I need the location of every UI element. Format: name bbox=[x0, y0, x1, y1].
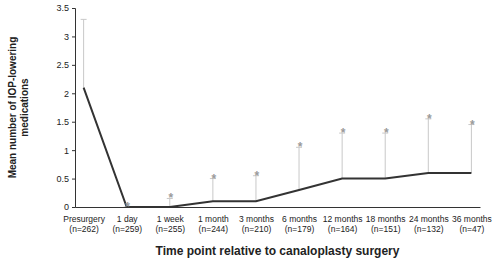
error-bar-stem bbox=[471, 125, 472, 173]
x-axis-line bbox=[76, 207, 481, 208]
y-tick-mark bbox=[72, 65, 75, 66]
x-tick: 3 months(n=210) bbox=[239, 207, 274, 234]
x-tick: 1 week(n=255) bbox=[156, 207, 186, 234]
x-tick-label: 3 months(n=210) bbox=[239, 214, 274, 234]
y-tick-label: 1.5 bbox=[56, 117, 69, 127]
x-tick: 6 months(n=179) bbox=[282, 207, 317, 234]
y-tick-mark bbox=[72, 207, 75, 208]
x-tick-label: 1 month(n=244) bbox=[198, 214, 229, 234]
x-tick: 12 months(n=164) bbox=[323, 207, 363, 234]
x-tick-label: 36 months(n=47) bbox=[452, 214, 492, 234]
y-tick: 1.5 bbox=[56, 117, 75, 127]
y-tick-label: 2.5 bbox=[56, 60, 69, 70]
annotation: * bbox=[212, 172, 217, 186]
y-tick-mark bbox=[72, 36, 75, 37]
x-tick-label: 24 months(n=132) bbox=[409, 214, 449, 234]
annotation: * bbox=[298, 140, 303, 154]
x-tick: Presurgery(n=262) bbox=[63, 207, 105, 234]
annotation: * bbox=[427, 112, 432, 126]
y-tick-label: 0.5 bbox=[56, 174, 69, 184]
y-tick: 0 bbox=[64, 202, 75, 212]
y-tick-label: 2 bbox=[64, 89, 69, 99]
annotation: * bbox=[384, 126, 389, 140]
y-tick-mark bbox=[72, 8, 75, 9]
x-tick: 1 month(n=244) bbox=[198, 207, 229, 234]
annotation: * bbox=[125, 200, 130, 214]
error-bar-cap bbox=[81, 19, 87, 20]
y-tick-mark bbox=[72, 122, 75, 123]
y-tick: 1 bbox=[64, 146, 75, 156]
x-tick-label: 1 day(n=259) bbox=[112, 214, 142, 234]
y-tick-mark bbox=[72, 179, 75, 180]
annotation: * bbox=[168, 191, 173, 205]
annotation: * bbox=[341, 126, 346, 140]
y-axis-title: Mean number of IOP-loweringmedications bbox=[7, 37, 30, 179]
error-bar bbox=[81, 19, 87, 87]
y-axis-line bbox=[72, 9, 76, 208]
marks bbox=[81, 19, 475, 207]
x-tick-label: Presurgery(n=262) bbox=[63, 214, 105, 234]
y-tick-mark bbox=[72, 150, 75, 151]
error-bar bbox=[468, 125, 474, 173]
annotation: * bbox=[470, 118, 475, 132]
y-tick: 0.5 bbox=[56, 174, 75, 184]
y-tick-mark bbox=[72, 93, 75, 94]
y-tick-label: 1 bbox=[64, 146, 69, 156]
chart: 0 0.5 1 1.5 2 2.5 3 3.5 Presurgery(n=262) 1 day(n… bbox=[0, 0, 500, 267]
error-bar-stem bbox=[83, 19, 84, 87]
y-tick-label: 0 bbox=[64, 202, 69, 212]
x-tick: 36 months(n=47) bbox=[452, 207, 492, 234]
y-tick-label: 3.5 bbox=[56, 3, 69, 13]
line bbox=[84, 88, 472, 207]
x-tick-label: 12 months(n=164) bbox=[323, 214, 363, 234]
x-axis-title: Time point relative to canaloplasty surg… bbox=[156, 244, 400, 258]
x-tick: 18 months(n=151) bbox=[366, 207, 406, 234]
y-axis: 0 0.5 1 1.5 2 2.5 3 3.5 bbox=[56, 3, 75, 212]
x-tick: 24 months(n=132) bbox=[409, 207, 449, 234]
x-tick-label: 1 week(n=255) bbox=[156, 214, 186, 234]
y-tick: 2 bbox=[64, 89, 75, 99]
y-tick-label: 3 bbox=[64, 32, 69, 42]
error-bar-stem bbox=[428, 119, 429, 173]
y-tick: 2.5 bbox=[56, 60, 75, 70]
x-tick-label: 6 months(n=179) bbox=[282, 214, 317, 234]
y-tick: 3.5 bbox=[56, 3, 75, 13]
x-tick-label: 18 months(n=151) bbox=[366, 214, 406, 234]
error-bar bbox=[425, 119, 431, 173]
plot: 0 0.5 1 1.5 2 2.5 3 3.5 Presurgery(n=262) 1 day(n… bbox=[56, 3, 491, 233]
annotation: * bbox=[255, 169, 260, 183]
y-tick: 3 bbox=[64, 32, 75, 42]
